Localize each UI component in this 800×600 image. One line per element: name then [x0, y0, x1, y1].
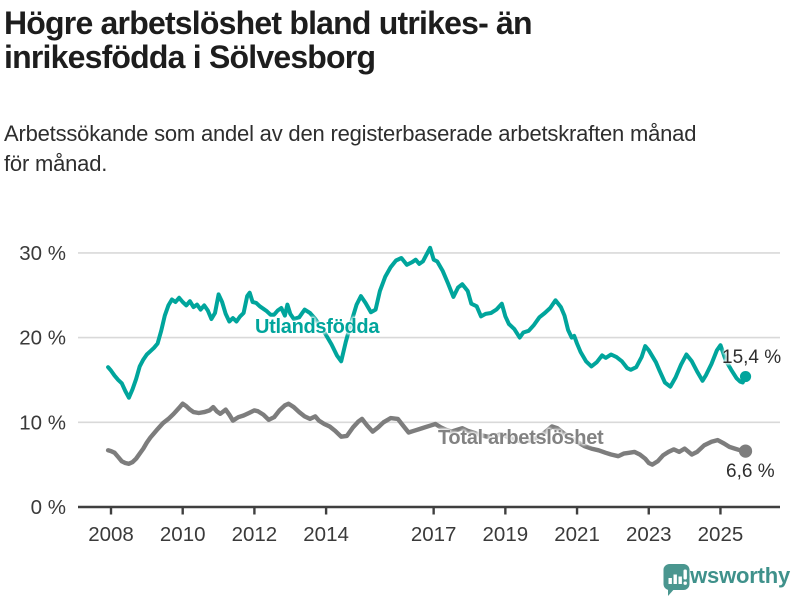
newsworthy-logo-icon — [663, 564, 690, 596]
x-tick-label-2017: 2017 — [411, 523, 457, 546]
series-line-1 — [105, 401, 748, 467]
end-value-label-total: 6,6 % — [726, 461, 775, 482]
series-end-dots — [738, 370, 753, 458]
x-tick-label-2021: 2021 — [554, 523, 600, 546]
y-tick-label-0: 0 % — [31, 496, 66, 519]
newsworthy-logo: Newsworthy — [662, 563, 790, 596]
subtitle-line-1: Arbetssökande som andel av den registerb… — [4, 121, 697, 146]
end-value-label-utlandsfodda: 15,4 % — [722, 347, 782, 368]
chart-subtitle: Arbetssökande som andel av den registerb… — [4, 119, 790, 179]
x-tick-label-2010: 2010 — [160, 523, 206, 546]
x-tick-label-2014: 2014 — [303, 523, 349, 546]
series-line-0 — [106, 245, 748, 400]
series-end-dot-0 — [739, 370, 752, 383]
y-tick-label-20: 20 % — [19, 327, 66, 350]
x-axis — [78, 505, 780, 515]
series-label-total-arbetsloshet: Total arbetslöshet — [438, 427, 604, 449]
gridlines — [78, 252, 780, 424]
x-tick-label-2012: 2012 — [232, 523, 278, 546]
y-tick-label-30: 30 % — [19, 242, 66, 265]
page-title: Högre arbetslöshet bland utrikes- än inr… — [4, 6, 764, 74]
subtitle-line-2: för månad. — [4, 151, 108, 176]
x-tick-label-2019: 2019 — [483, 523, 529, 546]
x-tick-label-2025: 2025 — [698, 523, 744, 546]
y-tick-label-10: 10 % — [19, 411, 66, 434]
x-tick-label-2023: 2023 — [626, 523, 672, 546]
title-line-1: Högre arbetslöshet bland utrikes- än — [4, 5, 533, 41]
series-label-utlandsfodda: Utlandsfödda — [255, 316, 380, 338]
title-line-2: inrikesfödda i Sölvesborg — [4, 39, 376, 75]
series-lines — [105, 245, 748, 467]
series-end-dot-1 — [738, 444, 753, 458]
tick-labels: 0 % 10 % 20 % 30 % 2008 2010 2012 2014 2017 2019 2… — [19, 242, 743, 546]
x-tick-label-2008: 2008 — [88, 523, 134, 546]
